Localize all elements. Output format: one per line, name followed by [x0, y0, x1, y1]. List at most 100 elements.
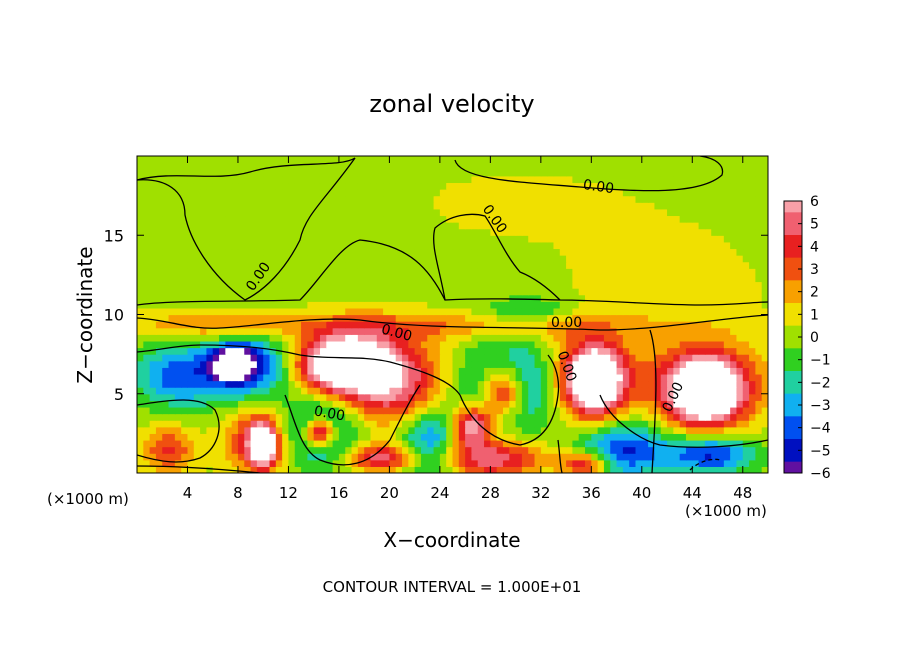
heatmap-cell	[282, 274, 290, 283]
heatmap-cell	[263, 321, 271, 329]
heatmap-cell	[338, 274, 346, 283]
heatmap-cell	[597, 459, 605, 467]
heatmap-cell	[225, 340, 233, 349]
heatmap-cell	[692, 413, 700, 421]
heatmap-cell	[383, 373, 390, 382]
heatmap-cell	[212, 202, 220, 210]
heatmap-cell	[572, 248, 580, 256]
heatmap-cell	[307, 439, 315, 448]
heatmap-cell	[420, 393, 428, 401]
heatmap-cell	[755, 334, 763, 342]
heatmap-cell	[174, 202, 182, 210]
heatmap-cell	[414, 387, 422, 395]
heatmap-cell	[326, 294, 334, 302]
heatmap-cell	[471, 393, 479, 401]
heatmap-cell	[294, 248, 302, 256]
heatmap-cell	[496, 354, 504, 362]
colorbar-swatch	[784, 280, 802, 293]
heatmap-cell	[540, 360, 548, 368]
heatmap-cell	[679, 314, 687, 322]
heatmap-cell	[673, 208, 681, 217]
heatmap-cell	[402, 426, 409, 434]
heatmap-cell	[237, 334, 245, 342]
heatmap-cell	[534, 354, 542, 362]
heatmap-cell	[521, 321, 529, 329]
heatmap-cell	[603, 294, 611, 302]
heatmap-cell	[288, 321, 296, 329]
heatmap-cell	[477, 195, 485, 203]
heatmap-cell	[723, 373, 731, 382]
heatmap-cell	[351, 340, 359, 349]
heatmap-cell	[395, 169, 403, 177]
heatmap-cell	[534, 327, 542, 335]
heatmap-cell	[263, 235, 271, 243]
heatmap-cell	[585, 307, 592, 316]
heatmap-cell	[307, 426, 315, 434]
heatmap-cell	[717, 453, 725, 461]
heatmap-cell	[635, 406, 643, 415]
heatmap-cell	[477, 248, 485, 256]
heatmap-cell	[370, 241, 378, 250]
heatmap-cell	[338, 307, 346, 316]
heatmap-cell	[408, 294, 416, 302]
heatmap-cell	[698, 420, 706, 428]
heatmap-cell	[408, 400, 416, 408]
heatmap-cell	[585, 288, 592, 296]
heatmap-cell	[484, 433, 491, 441]
colorbar-label: −1	[810, 353, 831, 369]
heatmap-cell	[187, 373, 195, 382]
heatmap-cell	[307, 453, 315, 461]
heatmap-cell	[723, 459, 731, 467]
heatmap-cell	[395, 354, 403, 362]
heatmap-cell	[566, 420, 573, 428]
heatmap-cell	[162, 268, 170, 276]
heatmap-cell	[263, 175, 271, 184]
heatmap-cell	[200, 327, 208, 335]
heatmap-cell	[420, 195, 428, 203]
heatmap-cell	[206, 373, 214, 382]
heatmap-cell	[244, 334, 252, 342]
heatmap-cell	[294, 360, 302, 368]
heatmap-cell	[288, 420, 296, 428]
heatmap-cell	[528, 314, 536, 322]
heatmap-cell	[345, 393, 353, 401]
heatmap-cell	[641, 261, 649, 269]
heatmap-cell	[162, 222, 170, 230]
heatmap-cell	[193, 459, 201, 467]
heatmap-cell	[465, 241, 473, 250]
heatmap-cell	[477, 288, 485, 296]
heatmap-cell	[395, 255, 403, 263]
heatmap-cell	[256, 202, 264, 210]
heatmap-cell	[660, 420, 668, 428]
heatmap-cell	[660, 241, 668, 250]
heatmap-cell	[749, 354, 756, 362]
heatmap-cell	[509, 162, 517, 170]
heatmap-cell	[383, 360, 390, 368]
heatmap-cell	[610, 393, 618, 401]
heatmap-cell	[263, 222, 271, 230]
heatmap-cell	[761, 314, 768, 322]
heatmap-cell	[679, 235, 687, 243]
heatmap-cell	[332, 268, 340, 276]
heatmap-cell	[395, 340, 403, 349]
heatmap-cell	[383, 268, 390, 276]
heatmap-cell	[559, 169, 567, 177]
heatmap-cell	[660, 261, 668, 269]
heatmap-cell	[200, 202, 208, 210]
heatmap-cell	[395, 426, 403, 434]
heatmap-cell	[408, 248, 416, 256]
heatmap-cell	[496, 301, 504, 309]
heatmap-cell	[269, 182, 277, 190]
heatmap-cell	[528, 255, 536, 263]
heatmap-cell	[237, 189, 245, 197]
heatmap-cell	[231, 439, 239, 448]
heatmap-cell	[237, 235, 245, 243]
heatmap-cell	[250, 413, 258, 421]
heatmap-cell	[433, 268, 441, 276]
heatmap-cell	[414, 288, 422, 296]
heatmap-cell	[452, 301, 460, 309]
heatmap-cell	[225, 189, 233, 197]
heatmap-cell	[711, 334, 719, 342]
heatmap-cell	[326, 222, 334, 230]
heatmap-cell	[275, 235, 283, 243]
